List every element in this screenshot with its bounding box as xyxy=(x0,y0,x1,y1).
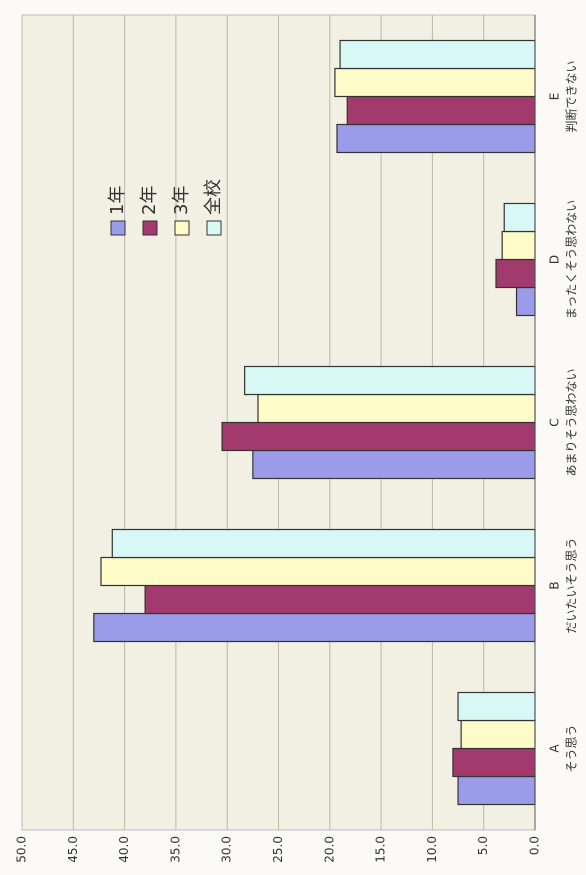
x-tick-note: だいたいそう思う xyxy=(565,537,579,633)
bar xyxy=(346,95,536,126)
legend-swatch xyxy=(206,220,222,236)
legend-label: 1年 xyxy=(107,186,128,215)
bar xyxy=(457,691,536,722)
x-tick-label: B xyxy=(548,581,562,589)
x-tick-note: そう思う xyxy=(565,724,579,772)
x-tick-note: まったくそう思わない xyxy=(565,200,579,320)
bar xyxy=(334,67,536,98)
x-tick-label: A xyxy=(548,744,562,753)
y-tick-label: 45.0 xyxy=(66,836,80,863)
legend-label: 3年 xyxy=(171,186,192,215)
legend-label: 全校 xyxy=(203,179,224,215)
bar xyxy=(111,528,536,559)
bar xyxy=(339,39,536,70)
y-tick-label: 20.0 xyxy=(322,836,336,863)
y-tick-label: 0.0 xyxy=(528,836,542,855)
bar xyxy=(495,258,536,289)
bar xyxy=(144,584,536,615)
y-tick-label: 50.0 xyxy=(15,836,29,863)
legend-swatch xyxy=(142,220,158,236)
x-tick-label: E xyxy=(548,93,562,101)
x-tick-label: D xyxy=(548,255,562,264)
bar xyxy=(257,393,536,424)
bar xyxy=(503,202,536,233)
bar xyxy=(457,775,536,806)
y-tick-label: 10.0 xyxy=(425,836,439,863)
bar xyxy=(452,747,536,778)
bar xyxy=(244,365,536,396)
bar xyxy=(515,286,536,317)
y-tick-label: 5.0 xyxy=(476,836,490,855)
x-tick-label: C xyxy=(548,418,562,426)
y-tick-label: 25.0 xyxy=(271,836,285,863)
bar xyxy=(221,421,536,452)
legend-swatch xyxy=(110,220,126,236)
y-tick-label: 35.0 xyxy=(168,836,182,863)
legend-swatch xyxy=(174,220,190,236)
chart-body: 0.0 5.0 10.0 15.0 20.0 25.0 30.0 35.0 40.0 45.0 50… xyxy=(15,14,579,863)
y-tick-label: 30.0 xyxy=(220,836,234,863)
y-tick-label: 40.0 xyxy=(117,836,131,863)
bar xyxy=(501,230,536,261)
bar xyxy=(336,123,536,154)
y-tick-label: 15.0 xyxy=(374,836,388,863)
bar xyxy=(93,612,536,643)
x-tick-note: 判断できない xyxy=(564,60,579,132)
legend-label: 2年 xyxy=(139,186,160,215)
bar xyxy=(100,556,536,587)
x-tick-note: あまりそう思わない xyxy=(565,368,579,476)
bar xyxy=(252,449,536,480)
bar xyxy=(460,719,536,750)
